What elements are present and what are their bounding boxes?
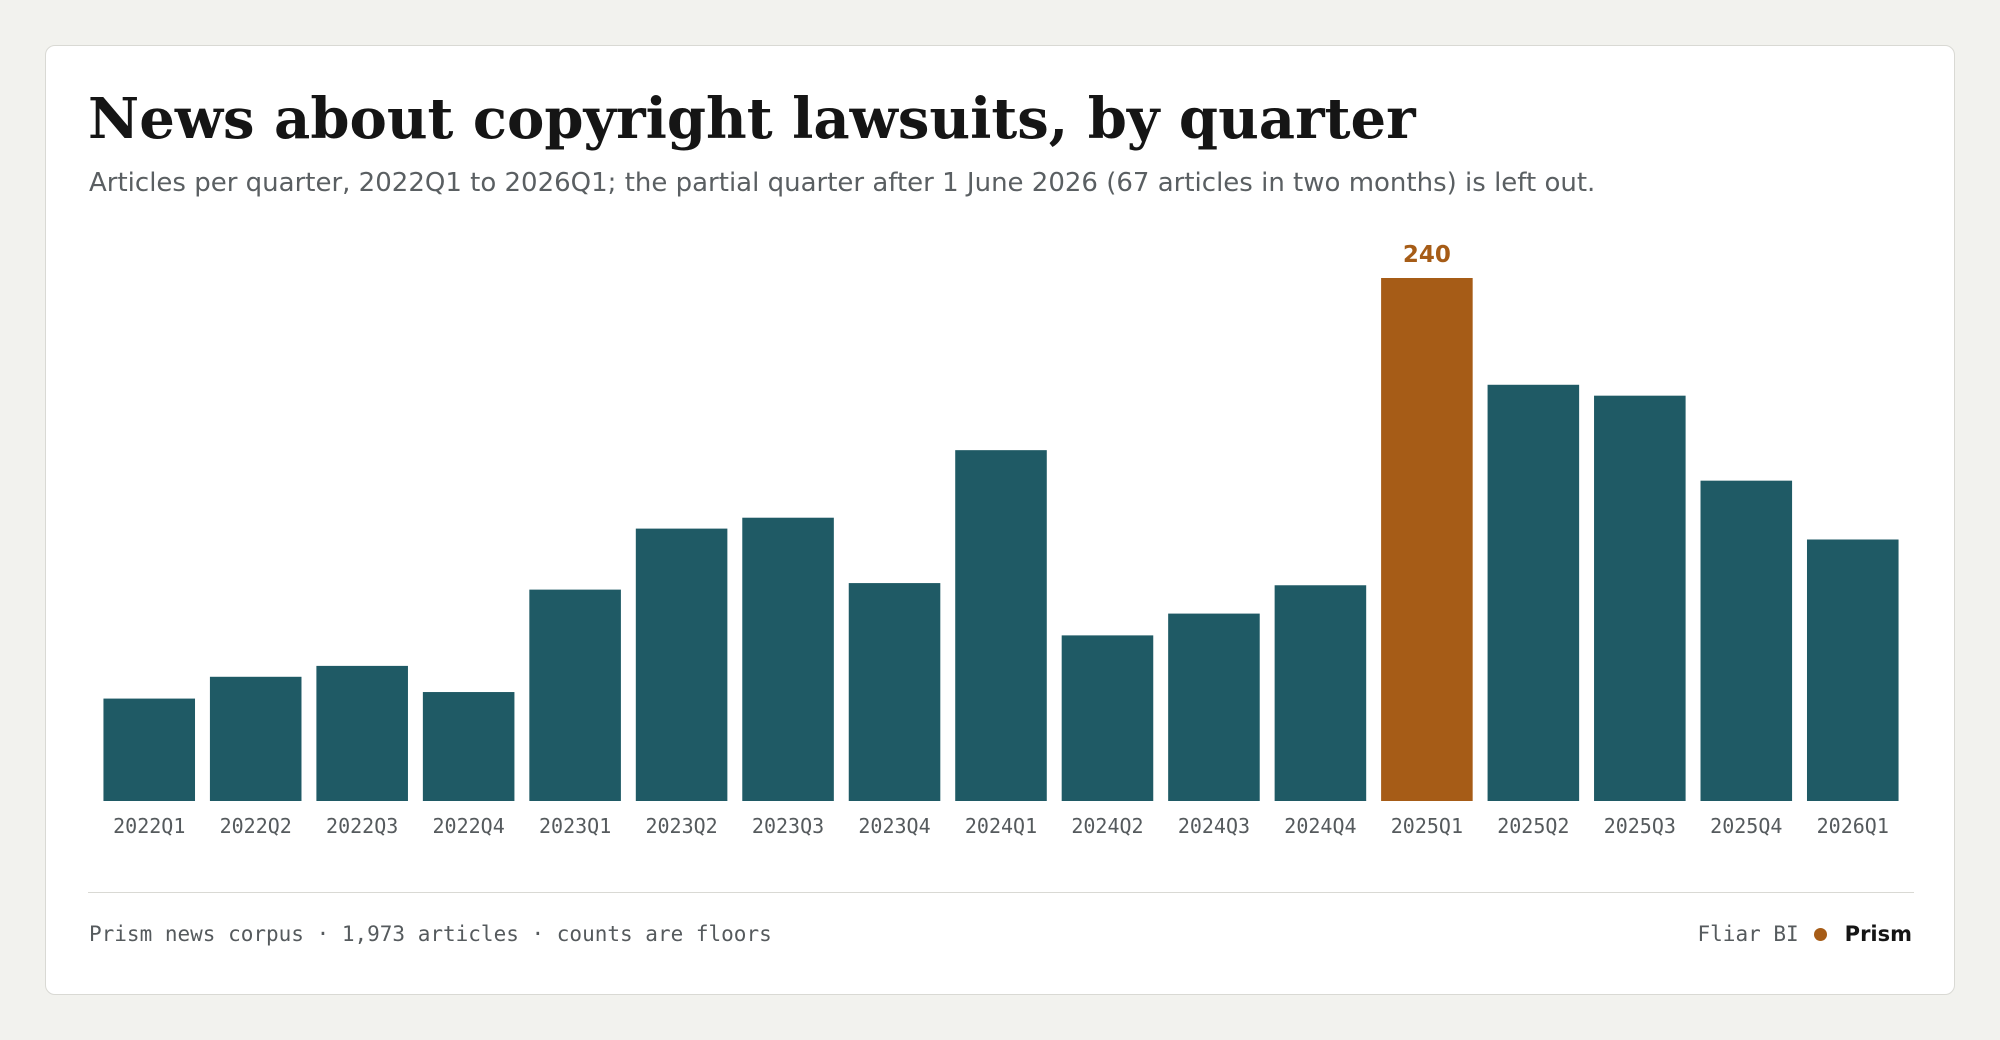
bar-2022Q3 bbox=[316, 665, 408, 801]
x-tick-labels: 2022Q1 2022Q2 2022Q3 2022Q4 2023Q1 2023Q2 2023… bbox=[113, 814, 1889, 838]
bar-2024Q2 bbox=[1061, 635, 1154, 801]
bar-2024Q3 bbox=[1168, 613, 1260, 801]
chart-title: News about copyright lawsuits, by quarte… bbox=[88, 86, 1416, 152]
x-tick-2023Q2: 2023Q2 bbox=[645, 814, 717, 838]
brand-dot-icon bbox=[1813, 927, 1827, 941]
bar-2024Q4 bbox=[1274, 585, 1367, 801]
bar-2022Q1 bbox=[103, 698, 196, 801]
bar-2023Q2 bbox=[635, 528, 728, 801]
data-labels: 240 bbox=[1403, 242, 1451, 268]
bar-2023Q3 bbox=[742, 517, 834, 801]
bar-2023Q1 bbox=[529, 589, 621, 801]
bar-2025Q3 bbox=[1594, 395, 1686, 801]
data-label-2025Q1: 240 bbox=[1403, 242, 1451, 268]
brand-block: Fliar BI Prism bbox=[1698, 922, 1912, 946]
footer-divider bbox=[88, 892, 1914, 893]
chart-card: News about copyright lawsuits, by quarte… bbox=[45, 45, 1955, 995]
x-tick-2022Q3: 2022Q3 bbox=[326, 814, 398, 838]
bar-2023Q4 bbox=[848, 583, 941, 801]
source-note: Prism news corpus · 1,973 articles · cou… bbox=[89, 922, 772, 946]
bar-2025Q1 bbox=[1381, 278, 1473, 801]
bar-2026Q1 bbox=[1806, 539, 1899, 801]
x-tick-2024Q1: 2024Q1 bbox=[965, 814, 1037, 838]
bar-group bbox=[103, 278, 1899, 801]
x-tick-2024Q2: 2024Q2 bbox=[1071, 814, 1143, 838]
bar-2025Q2 bbox=[1487, 384, 1580, 801]
x-tick-2025Q3: 2025Q3 bbox=[1604, 814, 1676, 838]
x-tick-2022Q4: 2022Q4 bbox=[433, 814, 505, 838]
x-tick-2025Q1: 2025Q1 bbox=[1391, 814, 1463, 838]
tool-name: Fliar BI bbox=[1697, 922, 1799, 946]
x-tick-2025Q2: 2025Q2 bbox=[1497, 814, 1569, 838]
x-tick-2023Q3: 2023Q3 bbox=[752, 814, 824, 838]
x-tick-2026Q1: 2026Q1 bbox=[1817, 814, 1889, 838]
x-tick-2022Q1: 2022Q1 bbox=[113, 814, 185, 838]
bar-chart: 2022Q1 2022Q2 2022Q3 2022Q4 2023Q1 2023Q2 2023… bbox=[103, 242, 1899, 838]
bar-2022Q4 bbox=[422, 692, 515, 801]
x-tick-2023Q4: 2023Q4 bbox=[858, 814, 930, 838]
x-tick-2024Q4: 2024Q4 bbox=[1284, 814, 1356, 838]
chart-subtitle: Articles per quarter, 2022Q1 to 2026Q1; … bbox=[89, 168, 1596, 198]
x-tick-2023Q1: 2023Q1 bbox=[539, 814, 611, 838]
brand-name: Prism bbox=[1844, 922, 1912, 946]
bar-2025Q4 bbox=[1700, 480, 1793, 801]
bar-2024Q1 bbox=[955, 450, 1047, 801]
x-tick-2025Q4: 2025Q4 bbox=[1710, 814, 1782, 838]
x-tick-2022Q2: 2022Q2 bbox=[220, 814, 292, 838]
x-tick-2024Q3: 2024Q3 bbox=[1178, 814, 1250, 838]
bar-2022Q2 bbox=[209, 676, 302, 801]
